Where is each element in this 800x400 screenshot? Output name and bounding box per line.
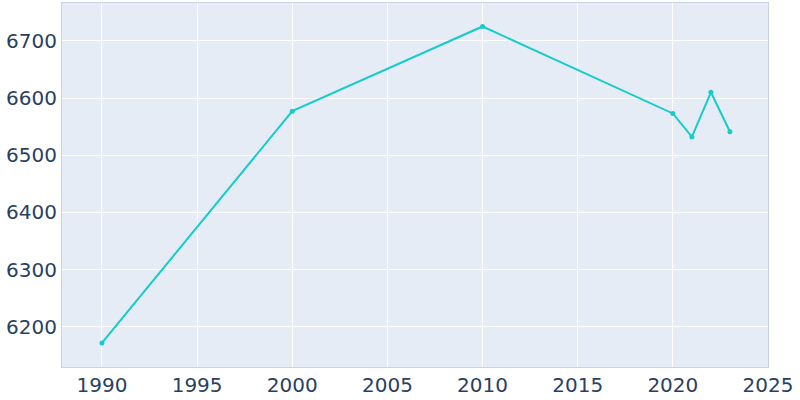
- svg-text:6700: 6700: [6, 29, 57, 53]
- svg-text:6200: 6200: [6, 315, 57, 339]
- svg-text:2005: 2005: [362, 373, 413, 397]
- svg-text:2000: 2000: [267, 373, 318, 397]
- svg-text:6500: 6500: [6, 143, 57, 167]
- svg-text:1990: 1990: [77, 373, 128, 397]
- svg-text:2025: 2025: [743, 373, 794, 397]
- svg-text:6400: 6400: [6, 200, 57, 224]
- svg-text:2020: 2020: [647, 373, 698, 397]
- svg-text:6300: 6300: [6, 258, 57, 282]
- svg-text:2010: 2010: [457, 373, 508, 397]
- svg-text:2015: 2015: [552, 373, 603, 397]
- svg-text:6600: 6600: [6, 86, 57, 110]
- svg-text:1995: 1995: [172, 373, 223, 397]
